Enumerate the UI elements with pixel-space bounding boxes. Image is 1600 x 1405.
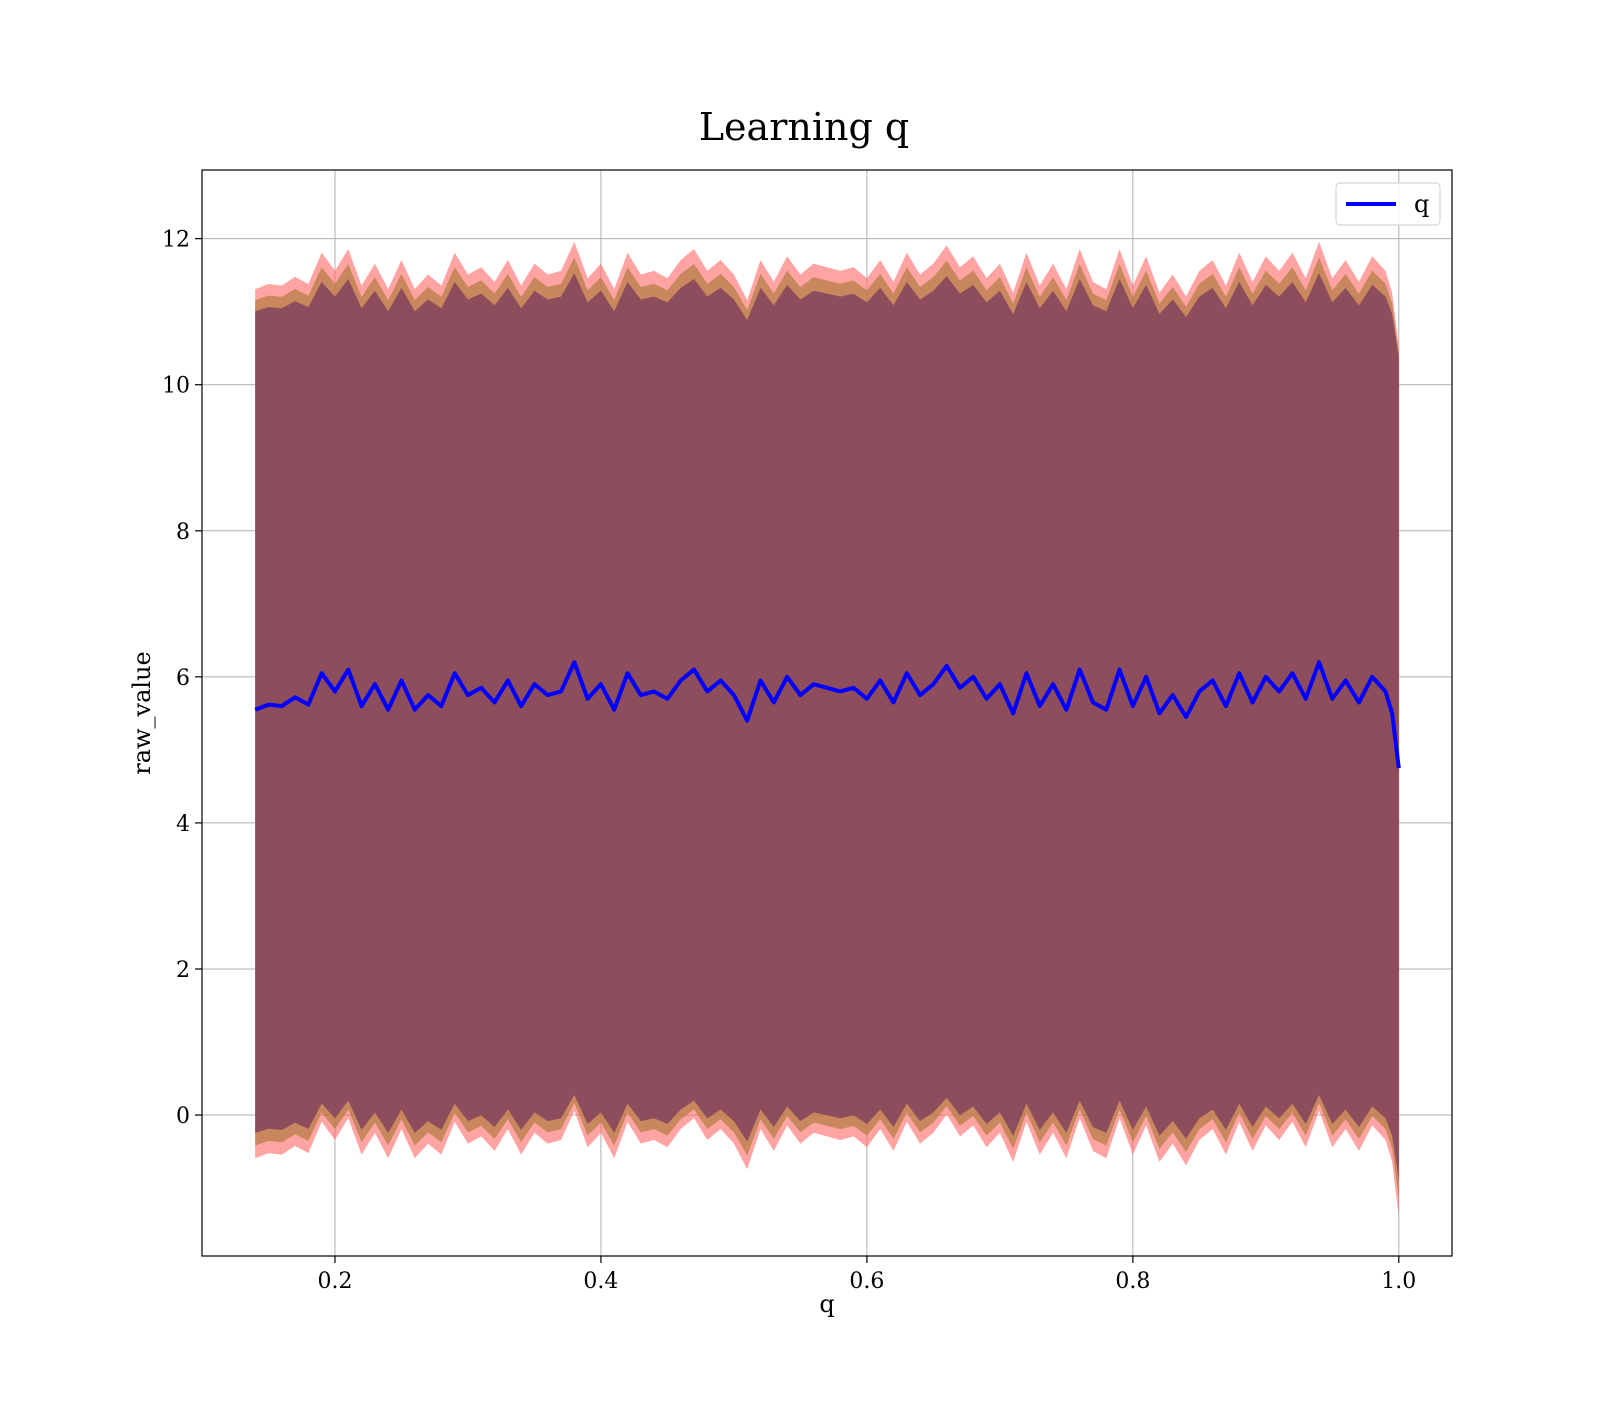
axis-ticks: 0.2 0.4 0.6 0.8 1.0 0 2 4 6 8 10 12 xyxy=(162,228,1416,1294)
y-tick-label-1: 2 xyxy=(176,958,190,983)
band-inner xyxy=(255,273,1399,1180)
legend: q xyxy=(1335,182,1441,226)
y-tick-label-2: 4 xyxy=(176,812,190,837)
confidence-bands xyxy=(255,241,1399,1217)
y-axis-label: raw_value xyxy=(128,651,156,775)
x-tick-label-1: 0.4 xyxy=(583,1269,618,1294)
series-line-q xyxy=(254,660,1401,769)
plot-frame xyxy=(201,169,1453,1257)
series-lines xyxy=(254,660,1401,769)
y-tick-label-4: 8 xyxy=(176,520,190,545)
x-tick-label-4: 1.0 xyxy=(1381,1269,1416,1294)
x-tick-label-3: 0.8 xyxy=(1115,1269,1150,1294)
x-tick-label-2: 0.6 xyxy=(849,1269,884,1294)
y-tick-label-5: 10 xyxy=(162,374,190,399)
x-axis-label: q xyxy=(819,1290,834,1318)
legend-label-q: q xyxy=(1414,190,1429,218)
chart-title: Learning q xyxy=(699,105,909,149)
y-tick-label-3: 6 xyxy=(176,666,190,691)
y-tick-label-6: 12 xyxy=(162,228,190,253)
x-tick-label-0: 0.2 xyxy=(317,1269,352,1294)
y-tick-label-0: 0 xyxy=(176,1104,190,1129)
